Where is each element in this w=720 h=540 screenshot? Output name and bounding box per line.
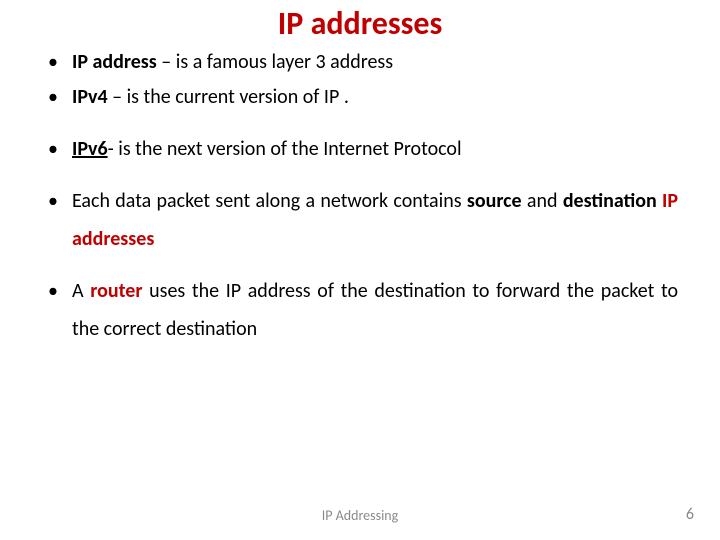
term-ipv4: IPv4 bbox=[72, 85, 112, 109]
text-ipv6: - is the next version of the Internet Pr… bbox=[108, 137, 462, 161]
term-destination: destination bbox=[563, 189, 657, 213]
bullet-ip-address: IP address – is a famous layer 3 address bbox=[42, 48, 678, 76]
bullet-router: A router uses the IP address of the dest… bbox=[42, 272, 678, 348]
text-packet-pre: Each data packet sent along a network co… bbox=[72, 189, 467, 213]
slide: IP addresses IP address – is a famous la… bbox=[0, 0, 720, 540]
footer-label: IP Addressing bbox=[0, 507, 720, 524]
text-ip-address: – is a famous layer 3 address bbox=[161, 50, 393, 74]
term-source: source bbox=[467, 189, 522, 213]
text-router-pre: A bbox=[72, 279, 90, 303]
bullet-list: IP address – is a famous layer 3 address… bbox=[42, 48, 678, 348]
bullet-ipv6: IPv6- is the next version of the Interne… bbox=[42, 130, 678, 168]
slide-body: IP address – is a famous layer 3 address… bbox=[42, 48, 678, 362]
slide-title: IP addresses bbox=[0, 4, 720, 43]
term-ipv6: IPv6 bbox=[72, 137, 108, 161]
term-ip-address: IP address bbox=[72, 50, 161, 74]
text-router-rest: uses the IP address of the destination t… bbox=[72, 279, 678, 341]
page-number: 6 bbox=[686, 505, 694, 524]
term-router: router bbox=[90, 279, 142, 303]
bullet-ipv4: IPv4 – is the current version of IP . bbox=[42, 78, 678, 116]
text-packet-mid: and bbox=[522, 189, 563, 213]
bullet-packet: Each data packet sent along a network co… bbox=[42, 182, 678, 258]
text-ipv4: – is the current version of IP . bbox=[112, 85, 349, 109]
